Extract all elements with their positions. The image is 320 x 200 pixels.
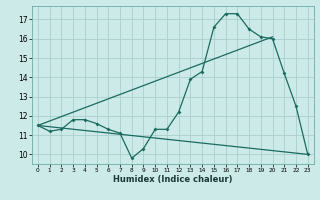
X-axis label: Humidex (Indice chaleur): Humidex (Indice chaleur) [113, 175, 233, 184]
